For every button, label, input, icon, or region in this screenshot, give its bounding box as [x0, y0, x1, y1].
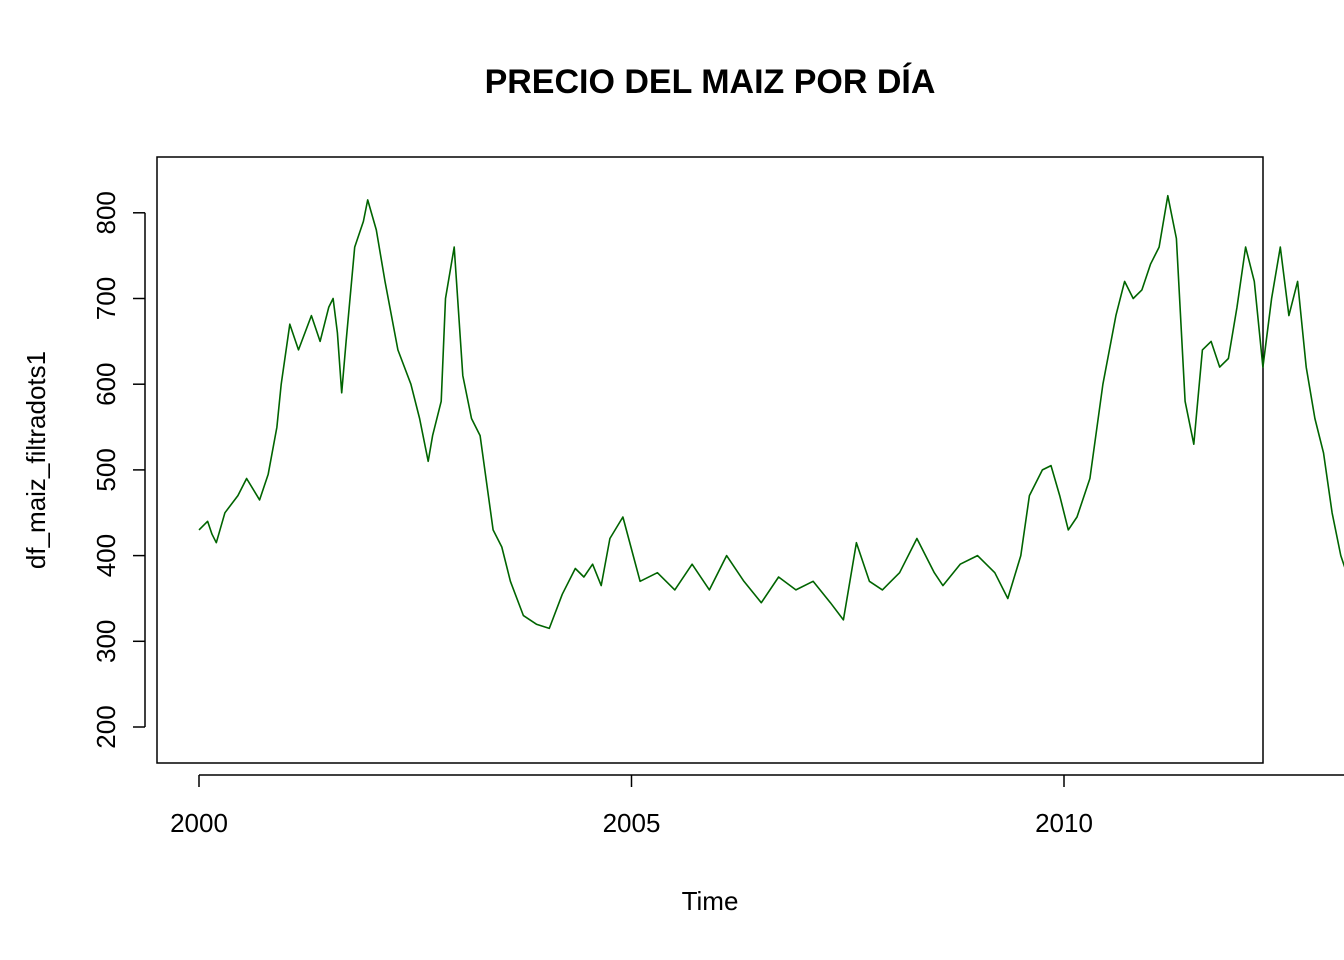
series-line-df-maiz: [198, 194, 1344, 630]
chart-title: PRECIO DEL MAIZ POR DÍA: [485, 63, 936, 101]
x-axis-label: Time: [682, 886, 739, 916]
y-tick-label: 200: [91, 705, 121, 748]
y-tick-label: 700: [91, 277, 121, 320]
y-tick-label: 300: [91, 620, 121, 663]
y-axis: 200 300 400 500 600 700 800: [91, 191, 146, 749]
x-tick-label: 2010: [1035, 808, 1093, 838]
y-axis-label: df_maiz_filtradots1: [21, 351, 51, 569]
y-tick-label: 400: [91, 534, 121, 577]
y-tick-label: 500: [91, 448, 121, 491]
x-tick-label: 2000: [170, 808, 228, 838]
x-tick-label: 2005: [603, 808, 661, 838]
x-axis: 20002005201020152020: [170, 774, 1344, 838]
plot-frame: [156, 156, 1264, 764]
y-tick-label: 800: [91, 191, 121, 234]
y-tick-label: 600: [91, 363, 121, 406]
